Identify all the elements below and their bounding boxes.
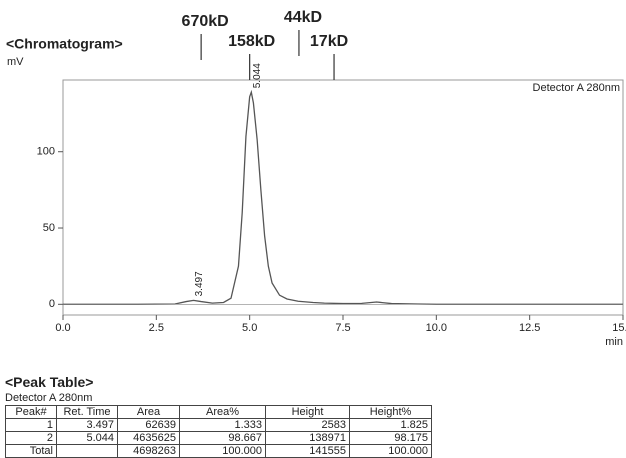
mw-label: 670kD <box>182 13 229 30</box>
column-header: Area% <box>179 405 266 419</box>
table-title: <Peak Table> <box>5 374 94 390</box>
column-header: Height% <box>349 405 432 419</box>
detector-label: Detector A 280nm <box>533 82 620 94</box>
column-header: Height <box>265 405 350 419</box>
plot-frame <box>62 79 624 316</box>
table-cell: 2583 <box>265 418 350 432</box>
table-cell: 98.175 <box>349 431 432 445</box>
x-tick-label: 5.0 <box>242 322 257 334</box>
y-tick-label: 50 <box>43 222 55 234</box>
peak-label: 5.044 <box>252 63 263 88</box>
table-cell: 138971 <box>265 431 350 445</box>
x-tick-label: 15.0 <box>612 322 626 334</box>
table-cell: 4635625 <box>117 431 180 445</box>
table-cell: 1.333 <box>179 418 266 432</box>
x-tick-label: 7.5 <box>335 322 350 334</box>
table-cell: 2 <box>5 431 57 445</box>
y-axis-label: mV <box>7 56 24 68</box>
table-cell: 141555 <box>265 444 350 458</box>
table-row: 2 5.044 4635625 98.667 138971 98.175 <box>5 431 432 445</box>
table-cell <box>56 444 118 458</box>
table-cell: 100.000 <box>349 444 432 458</box>
mw-label: 158kD <box>228 33 275 50</box>
chart-title: <Chromatogram> <box>6 36 123 52</box>
chart: <Chromatogram> mV min Detector A 280nm 0… <box>6 9 626 348</box>
y-tick-label: 100 <box>37 146 55 158</box>
peak-table: Peak# Ret. Time Area Area% Height Height% 1 3.4… <box>5 405 432 458</box>
table-row: Total 4698263 100.000 141555 100.000 <box>5 444 432 458</box>
x-tick-label: 10.0 <box>426 322 447 334</box>
x-tick-label: 2.5 <box>149 322 164 334</box>
table-cell: 62639 <box>117 418 180 432</box>
peak-table-block: <Peak Table> Detector A 280nm Peak# Ret. … <box>5 374 432 458</box>
mw-label: 17kD <box>310 33 348 50</box>
mw-label: 44kD <box>284 9 322 26</box>
table-cell: 1 <box>5 418 57 432</box>
table-cell: 100.000 <box>179 444 266 458</box>
table-row: 1 3.497 62639 1.333 2583 1.825 <box>5 418 432 432</box>
column-header: Area <box>117 405 180 419</box>
x-tick-label: 12.5 <box>519 322 540 334</box>
table-cell: 1.825 <box>349 418 432 432</box>
table-cell: 3.497 <box>56 418 118 432</box>
table-cell: 4698263 <box>117 444 180 458</box>
table-cell: Total <box>5 444 57 458</box>
x-axis-label: min <box>605 336 623 348</box>
column-header: Peak# <box>5 405 57 419</box>
x-tick-label: 0.0 <box>55 322 70 334</box>
table-subtitle: Detector A 280nm <box>5 392 93 404</box>
column-header: Ret. Time <box>56 405 118 419</box>
chromatogram-line <box>63 89 623 305</box>
peak-label: 3.497 <box>194 271 205 296</box>
y-tick-label: 0 <box>49 298 55 310</box>
table-cell: 5.044 <box>56 431 118 445</box>
table-cell: 98.667 <box>179 431 266 445</box>
